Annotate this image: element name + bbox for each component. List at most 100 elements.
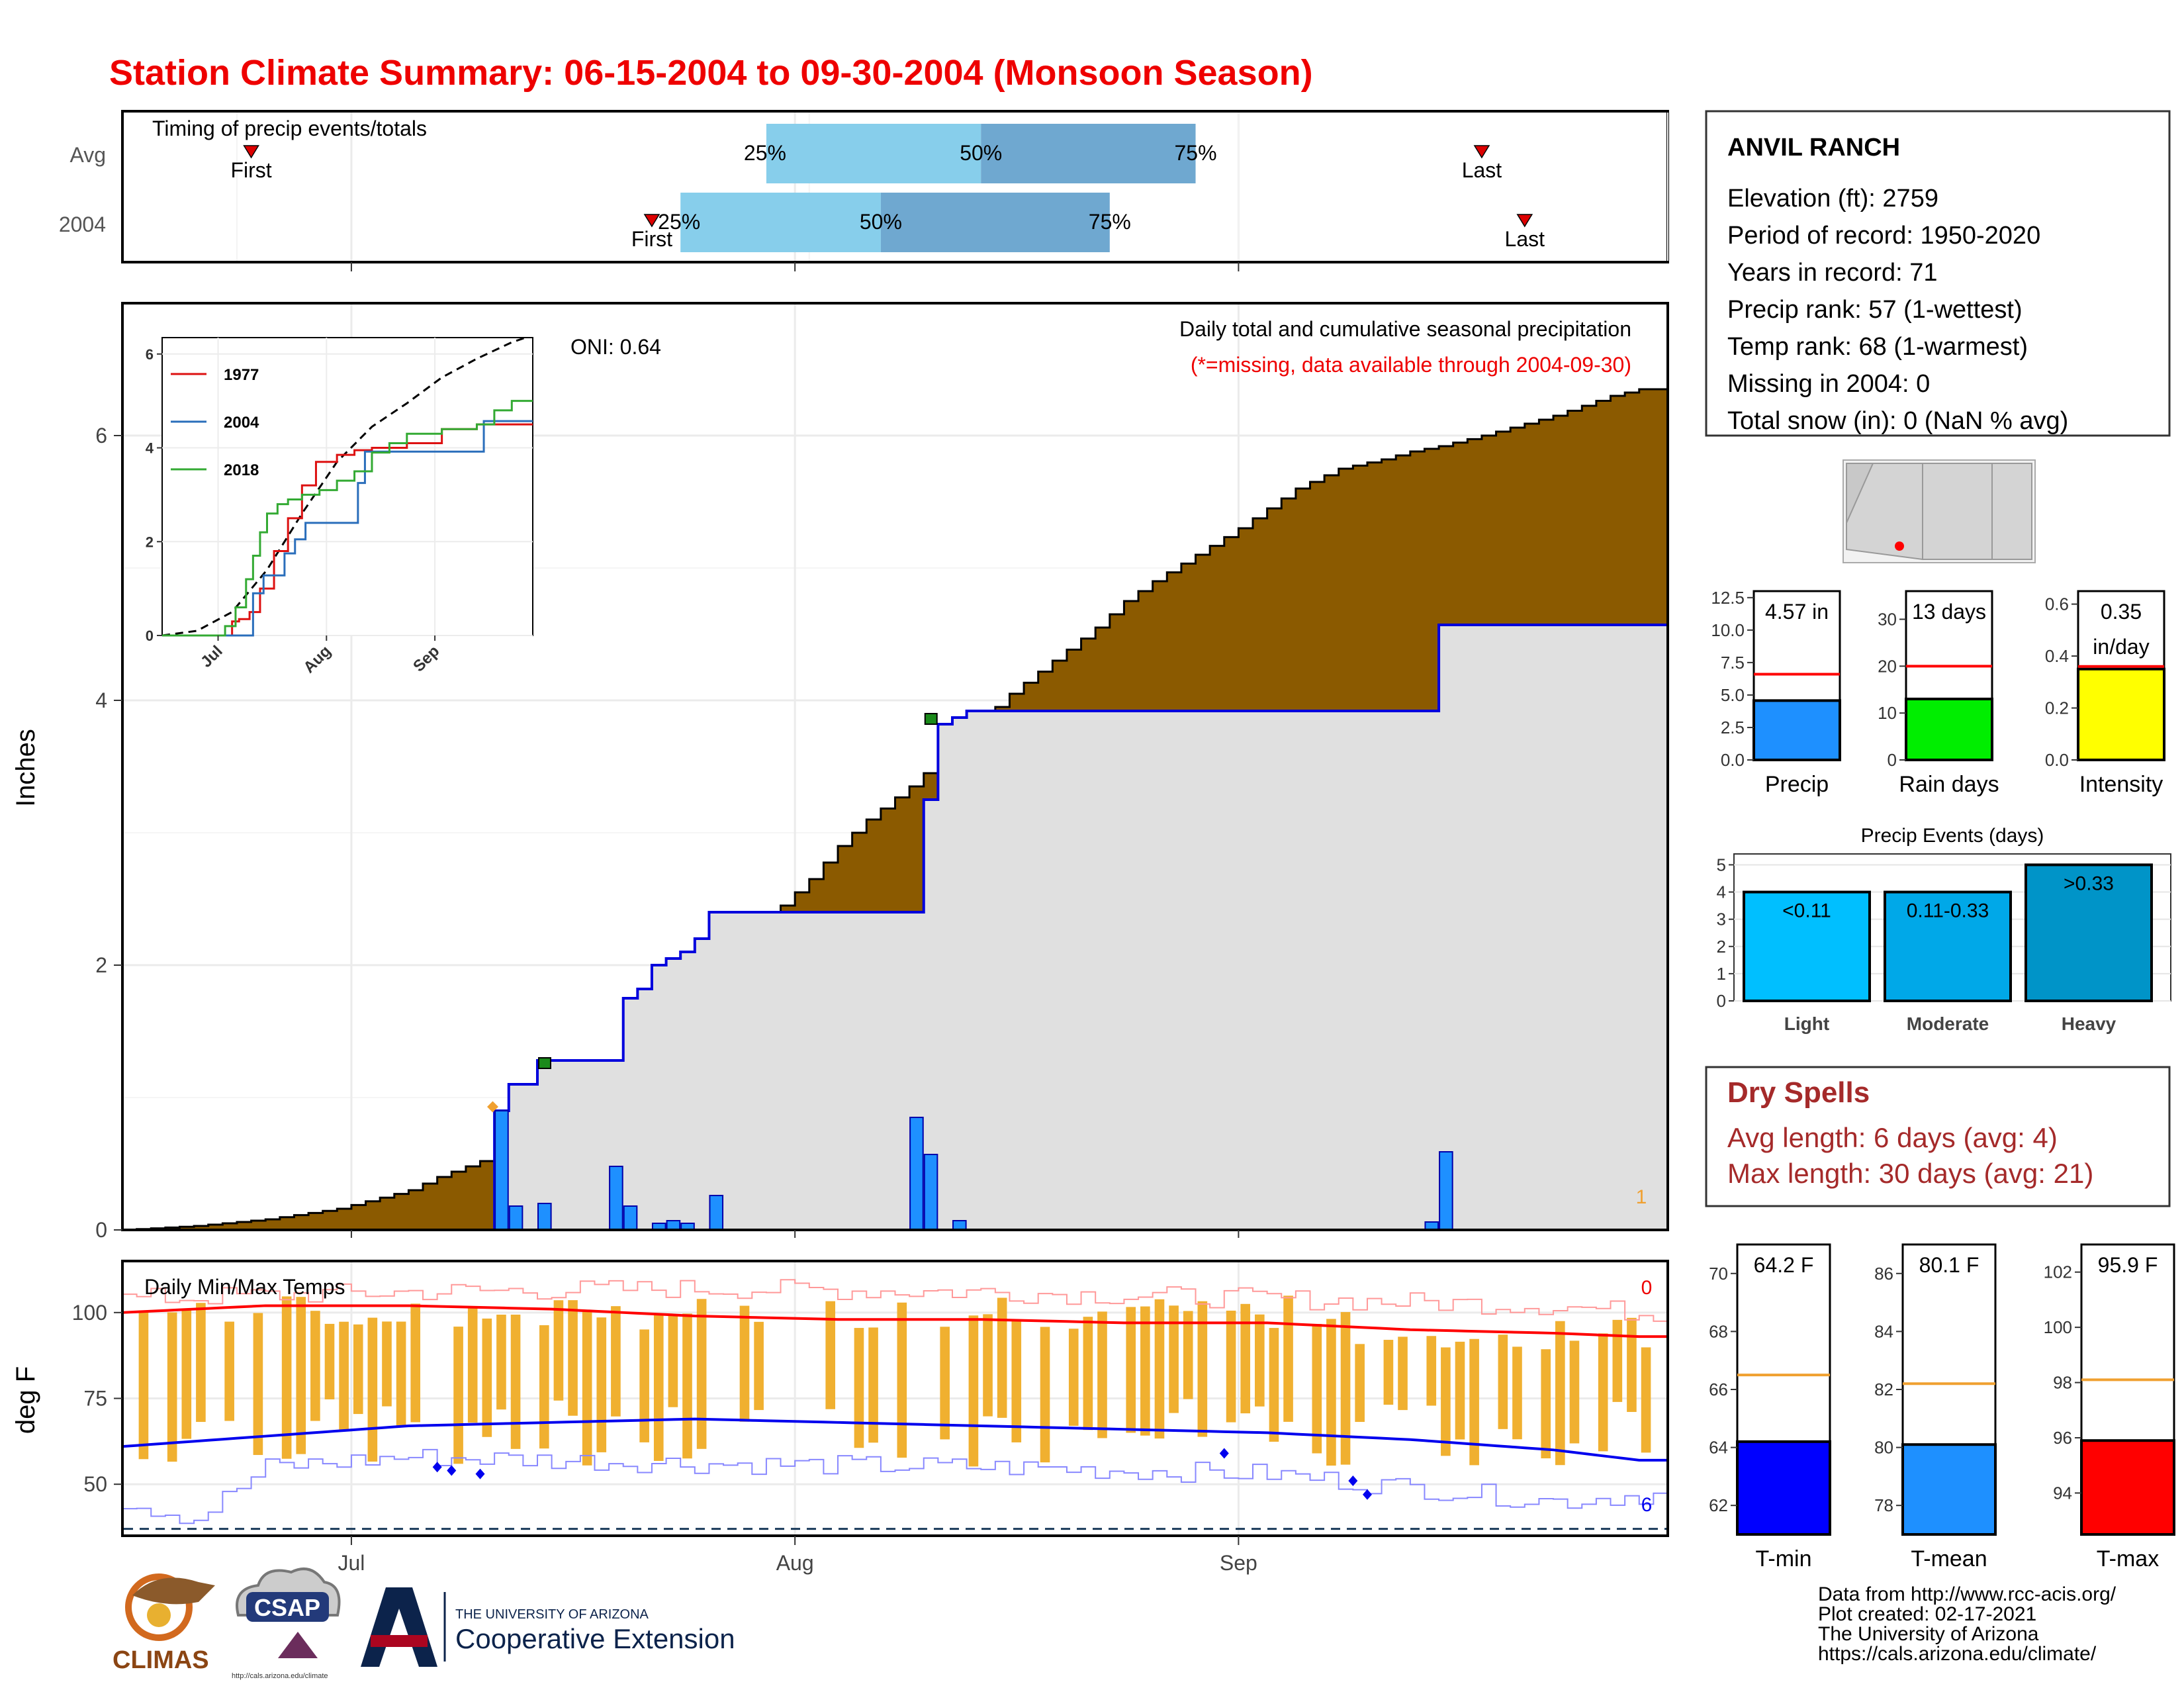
record-low-count: 6 [1641,1494,1653,1516]
precip-y-tick-label: 6 [95,424,107,447]
temp-y-axis: 50 75 100 [72,1301,122,1496]
summary-bar-value-text: 13 days [1912,600,1986,624]
events-tick-label: 2 [1717,937,1726,957]
daily-temp-bar [1469,1338,1479,1466]
precip-events-chart: Precip Events (days) 0 1 2 3 4 5 <0.11 Light 0.1… [1717,825,2171,1034]
daily-temp-bar [1040,1327,1050,1463]
daily-temp-bar [1255,1314,1265,1407]
daily-temp-bar [825,1301,836,1409]
precip-y-tick-label: 4 [95,688,107,712]
events-bar-Moderate [1884,890,2012,1002]
daily-temp-bar [582,1310,592,1466]
timing-label-first: First [631,227,672,251]
daily-temp-bar [453,1327,463,1464]
temp-title: Daily Min/Max Temps [144,1275,345,1299]
timing-marker-last [1473,145,1490,159]
climas-logo-ring [125,1573,193,1641]
daily-temp-bar [1226,1310,1236,1423]
temp-summary-bar-T-max: 94 96 98 100 102 95.9 F T-max [2044,1243,2175,1571]
dry-spells-avg: Avg length: 6 days (avg: 4) [1727,1122,2058,1153]
summary-bar-value-text: 95.9 F [2098,1253,2158,1277]
summary-bar-label: T-max [2097,1546,2159,1571]
daily-temp-bar [382,1321,392,1407]
daily-temp-bar [696,1299,707,1449]
daily-temp-bar [1641,1347,1651,1453]
normal-min-line [122,1417,1668,1462]
daily-temp-bar [553,1300,564,1401]
summary-bar-tick-label: 62 [1709,1495,1728,1515]
events-bar-label: Moderate [1907,1013,1989,1034]
daily-temp-bar [310,1311,320,1421]
daily-temp-bar [897,1302,907,1458]
daily-temp-bar [339,1321,349,1430]
daily-temp-bar [1355,1344,1365,1423]
temp-y-tick-label: 75 [83,1387,107,1411]
timing-label-25: 25% [658,210,700,234]
daily-temp-bar [983,1314,993,1417]
record-low-marker [1219,1448,1229,1459]
summary-bar-Rain days: 0 10 20 30 13 days Rain days [1878,590,1999,797]
summary-bar-tick-label: 0.0 [2045,750,2069,770]
timing-label-50: 50% [960,141,1002,165]
summary-bar-tick-label: 0.0 [1721,750,1745,770]
daily-temp-bar [1097,1311,1107,1438]
csap-logo-url: http://cals.arizona.edu/climate [232,1672,328,1680]
station-line: Years in record: 71 [1727,259,1938,287]
daily-temp-bar [196,1303,206,1423]
precip-y-tick-label: 0 [95,1218,107,1242]
events-tick-label: 5 [1717,855,1726,874]
station-line: Elevation (ft): 2759 [1727,185,1938,212]
daily-temp-bar [668,1314,678,1407]
footer-line: The University of Arizona [1818,1623,2039,1645]
daily-temp-bar [1498,1335,1508,1429]
events-bars: 0 1 2 3 4 5 <0.11 Light 0.11-0.33 Moderate >0.33 He… [1717,853,2171,1034]
daily-temp-bar [482,1318,492,1437]
events-tick-label: 3 [1717,910,1726,929]
station-line: Missing in 2004: 0 [1727,370,1930,398]
daily-temp-bar [510,1314,521,1449]
above-average-marker [924,713,938,725]
station-line: Temp rank: 68 (1-warmest) [1727,333,2028,361]
climas-logo-sun [147,1603,171,1627]
timing-label-first: First [230,158,271,182]
inset-legend: 1977 2004 2018 [171,366,259,479]
summary-bar-label: Precip [1765,772,1829,797]
timing-panel: Timing of precip events/totals 25% 50% 75%… [59,110,1669,271]
daily-temp-bar [1398,1336,1408,1411]
timing-label-75: 75% [1089,210,1131,234]
temp-x-axis: Jul Aug Sep [338,1536,1257,1575]
daily-temp-bar [1183,1311,1193,1399]
footer-line: Data from http://www.rcc-acis.org/ [1818,1583,2116,1605]
events-bar-Light [1743,890,1871,1002]
station-name: ANVIL RANCH [1727,134,1900,162]
timing-bars: 25% 50% 75% First Last 25% 50% 75% First Last [230,124,1545,252]
summary-bar-Intensity: 0.0 0.2 0.4 0.6 0.35 in/day Intensity [2045,590,2165,797]
daily-temp-bar [1426,1336,1437,1406]
daily-precip-bar [623,1205,638,1231]
summary-bar-tick-label: 80 [1874,1438,1893,1458]
station-info: ANVIL RANCH Elevation (ft): 2759 Period … [1705,110,2171,437]
ua-logo-top: THE UNIVERSITY OF ARIZONA [455,1607,649,1622]
daily-temp-bar [1598,1333,1608,1452]
daily-temp-bar [1126,1307,1136,1433]
summary-bar-charts: 0.0 2.5 5.0 7.5 10.0 12.5 4.57 in Precip 0 10 20 30… [1711,588,2165,797]
summary-bar-tick-label: 2.5 [1721,718,1745,737]
ua-logo-main: Cooperative Extension [455,1623,735,1654]
dry-spells-max: Max length: 30 days (avg: 21) [1727,1158,2093,1189]
daily-temp-bar [396,1321,406,1426]
record-low-marker [1362,1489,1372,1500]
daily-temp-bar [324,1323,335,1399]
daily-temp-bar [1269,1328,1279,1442]
record-max-line [122,1279,1668,1322]
ua-logo: THE UNIVERSITY OF ARIZONA Cooperative Ex… [361,1587,735,1667]
daily-temp-bar [1612,1319,1623,1402]
temp-panel: 50 75 100 Jul Aug Sep deg F Daily Min/Max Te… [11,1260,1669,1575]
summary-bar-value [2077,667,2165,762]
daily-temp-bar [1140,1306,1150,1436]
summary-bar-tick-label: 94 [2053,1483,2072,1503]
summary-bar-value-text: 0.35 [2101,600,2142,624]
summary-bar-value-text: 80.1 F [1919,1253,1979,1277]
record-high-count: 0 [1641,1277,1653,1299]
daily-precip-bar [609,1166,623,1231]
